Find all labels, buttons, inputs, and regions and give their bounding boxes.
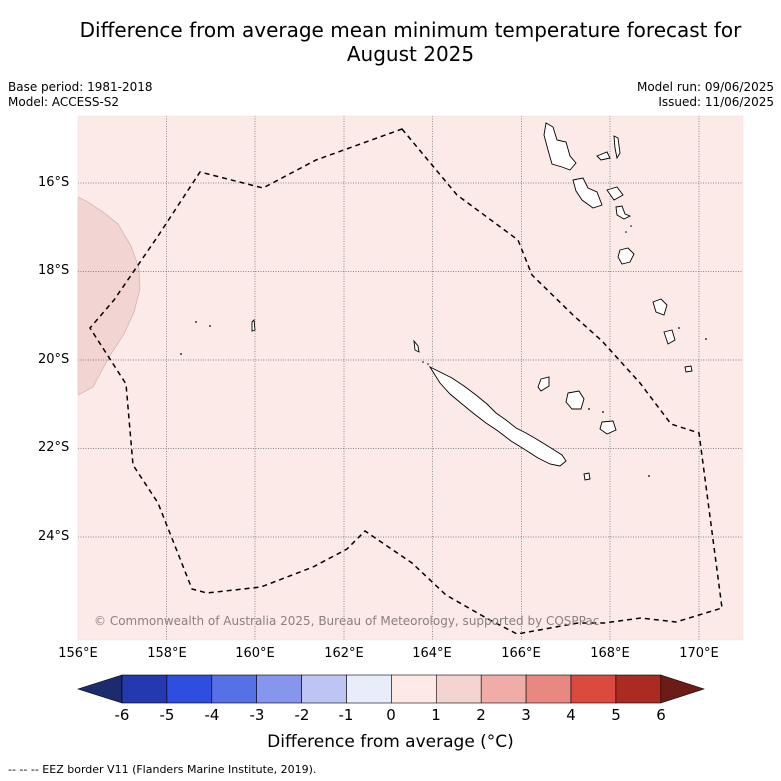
colorbar-segment [570,674,617,704]
colorbar [77,674,705,704]
lon-label-156e: 156°E [58,646,98,661]
title-line-1: Difference from average mean minimum tem… [79,18,742,42]
lon-label-160e: 160°E [235,646,275,661]
tanna-island [663,329,676,345]
colorbar-segment [391,674,437,704]
lon-label-166e: 166°E [501,646,541,661]
aneityum-island [684,365,693,373]
colorbar-tick: 6 [656,706,666,724]
small-islets [180,225,707,477]
model-name: Model: ACCESS-S2 [8,95,120,109]
malekula-island [572,177,603,209]
meta-right: Model run: 09/06/2025 Issued: 11/06/2025 [637,80,774,110]
shepherd-islands [615,205,632,220]
colorbar-segment [211,674,258,704]
loyalty-lifou [565,390,585,410]
lat-label-24s: 24°S [38,529,70,544]
lat-label-22s: 22°S [38,440,70,455]
colorbar-segment [435,674,482,704]
loyalty-ouvea [537,376,550,392]
isle-of-pines [583,472,591,481]
colorbar-tick: -4 [204,706,220,724]
colorbar-tick: 4 [566,706,576,724]
maewo-island [613,135,621,160]
ambae-island [596,151,611,161]
lat-label-16s: 16°S [38,175,70,190]
copyright-notice: © Commonwealth of Australia 2025, Bureau… [94,614,600,628]
lat-label-20s: 20°S [38,352,70,367]
eez-border [89,128,723,635]
colorbar-tick: 3 [521,706,531,724]
lon-label-158e: 158°E [147,646,187,661]
colorbar-tick: -6 [114,706,130,724]
gridlines [78,116,743,640]
chart-title: Difference from average mean minimum tem… [40,18,781,66]
issued-date: Issued: 11/06/2025 [658,95,774,109]
epi-island [606,186,624,201]
colorbar-tick: -5 [159,706,175,724]
colorbar-segment [121,674,168,704]
lat-label-18s: 18°S [38,263,70,278]
meta-left: Base period: 1981-2018 Model: ACCESS-S2 [8,80,153,110]
colorbar-tick: 2 [476,706,486,724]
colorbar-left-arrow [77,674,123,704]
title-line-2: August 2025 [346,42,475,66]
colorbar-tick: 0 [386,706,396,724]
model-run: Model run: 09/06/2025 [636,80,774,94]
espiritu-santo [543,122,577,171]
new-caledonia [428,365,567,467]
lon-label-162e: 162°E [324,646,364,661]
land-masses [251,122,693,481]
colorbar-right-arrow [660,674,705,704]
colorbar-tick: 5 [611,706,621,724]
erromango-island [652,298,668,316]
colorbar-segment [301,674,347,704]
colorbar-segment [166,674,213,704]
colorbar-segment [480,674,527,704]
chesterfield-reef [251,319,256,332]
colorbar-tick: -3 [249,706,265,724]
colorbar-segment [256,674,302,704]
belep-islands [413,339,420,353]
anomaly-patch [77,196,141,396]
base-period: Base period: 1981-2018 [8,80,153,94]
eez-legend-note: -- -- -- EEZ border V11 (Flanders Marine… [8,763,317,776]
map-background [78,116,743,640]
loyalty-mare [599,420,617,435]
colorbar-tick: -2 [294,706,310,724]
colorbar-segment [615,674,662,704]
colorbar-title: Difference from average (°C) [267,732,514,752]
lon-label-168e: 168°E [590,646,630,661]
colorbar-segment [346,674,392,704]
lon-label-164e: 164°E [412,646,452,661]
colorbar-tick: -1 [338,706,354,724]
lon-label-170e: 170°E [679,646,719,661]
colorbar-segment [525,674,572,704]
colorbar-tick: 1 [431,706,441,724]
efate-island [617,247,635,265]
